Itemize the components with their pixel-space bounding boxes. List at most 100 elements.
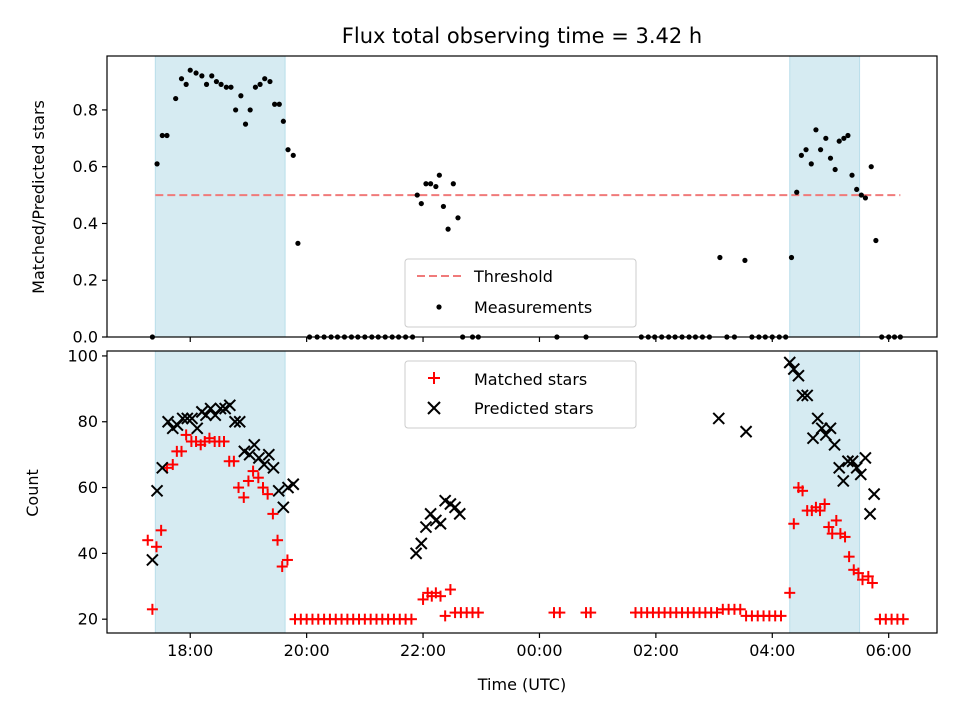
measurements-point [423,181,429,187]
matched-stars-point [843,551,855,563]
measurements-point [272,101,278,107]
predicted-stars-point [233,415,246,428]
measurements-point [213,78,220,85]
x-tick-label: 18:00 [167,641,213,660]
matched-stars-point [262,488,274,500]
matched-stars-point [238,491,250,503]
predicted-stars-point [806,431,820,445]
matched-stars-point [856,574,868,586]
x-tick-label: 20:00 [284,641,330,660]
measurements-point [440,203,447,210]
predicted-stars-point [228,415,242,428]
predicted-stars-point [204,402,217,415]
matched-stars-point [272,534,284,546]
top-shaded-region [154,55,286,338]
predicted-stars-point [867,487,881,501]
predicted-stars-point [185,412,199,425]
matched-stars-point [472,607,484,619]
measurements-point [285,147,291,153]
x-tick-label: 02:00 [633,641,679,660]
predicted-stars-point [833,461,846,475]
measurements-point [159,132,165,139]
measurements-point [832,166,838,173]
legend-predicted-swatch [427,401,441,415]
predicted-stars-point [863,507,877,521]
predicted-stars-point [841,455,855,468]
matched-stars-point [435,590,447,602]
measurements-point [433,183,439,190]
top-panel: 0.00.20.40.60.8 Matched/Predicted stars … [29,55,938,347]
predicted-stars-point [191,422,204,435]
matched-stars-point [233,482,245,494]
matched-stars-point [866,577,878,589]
bottom-axes-frame [106,350,938,634]
measurements-point [858,192,864,198]
predicted-stars-point [792,369,805,382]
measurements-point [164,132,170,139]
x-tick-label: 06:00 [866,641,912,660]
predicted-stars-point [837,474,850,488]
predicted-stars-point [828,438,841,451]
measurements-point [209,73,215,79]
predicted-stars-point [267,461,280,475]
top-shaded-region [789,55,861,338]
measurements-point [228,84,234,90]
measurements-point [290,152,296,158]
matched-stars-point [823,521,835,533]
predicted-stars-point [453,507,466,521]
matched-stars-point [176,445,188,457]
matched-stars-point [797,485,809,497]
predicted-stars-point [850,461,863,475]
x-tick-label: 22:00 [400,641,446,660]
top-y-ticks: 0.0 0.2 0.4 0.6 0.8 [73,100,107,347]
predicted-stars-point [854,468,867,481]
legend-matched-label: Matched stars [474,370,587,389]
measurements-point [187,67,193,73]
measurements-point [267,78,273,85]
matched-stars-point [417,593,429,605]
measurements-point [854,186,860,193]
predicted-stars-point [156,461,169,475]
top-y-tick-label: 0.8 [73,100,98,119]
measurements-point [445,226,451,232]
matched-stars-point [585,607,597,619]
measurements-point [199,73,205,79]
measurements-point [276,101,282,107]
matched-stars-point [247,465,259,477]
bottom-y-tick-label: 80 [78,412,98,431]
measurements-point [242,121,249,127]
predicted-stars-point [161,415,175,428]
measurements-point [193,70,199,76]
top-y-tick-label: 0.0 [73,328,98,347]
predicted-stars-point [287,478,300,491]
predicted-stars-point [819,428,833,442]
legend-threshold-label: Threshold [473,267,553,286]
bottom-legend-box [404,360,637,429]
measurements-point [295,240,301,246]
measurements-point [428,181,434,187]
measurements-point [817,147,824,153]
predicted-stars-point [859,451,872,465]
bottom-panel: 20 40 60 80 100 18:00 20:00 22:00 00:00 02:00 04:… [23,346,938,694]
bottom-shaded-region [154,350,286,634]
predicted-stars-point [712,412,725,425]
matched-stars-point [852,567,864,579]
measurements-point [808,161,814,167]
bottom-legend: Matched stars Predicted stars [404,360,637,429]
measurements-point [262,76,268,82]
matched-stars-point [180,429,192,441]
matched-stars-point [150,541,162,553]
predicted-stars-point [223,399,237,412]
matched-stars-point [839,531,851,543]
bottom-y-tick-label: 100 [67,346,98,365]
matched-stars-point [155,524,167,536]
measurements-point [436,172,442,178]
bottom-x-ticks: 18:00 20:00 22:00 00:00 02:00 04:00 06:00 [167,633,912,660]
bottom-y-tick-label: 40 [78,544,98,563]
measurements-point [841,135,847,141]
matched-stars-point [830,514,842,526]
matched-stars-point [281,554,293,566]
matched-stars-point [267,508,279,520]
matched-stars-point [814,505,826,517]
